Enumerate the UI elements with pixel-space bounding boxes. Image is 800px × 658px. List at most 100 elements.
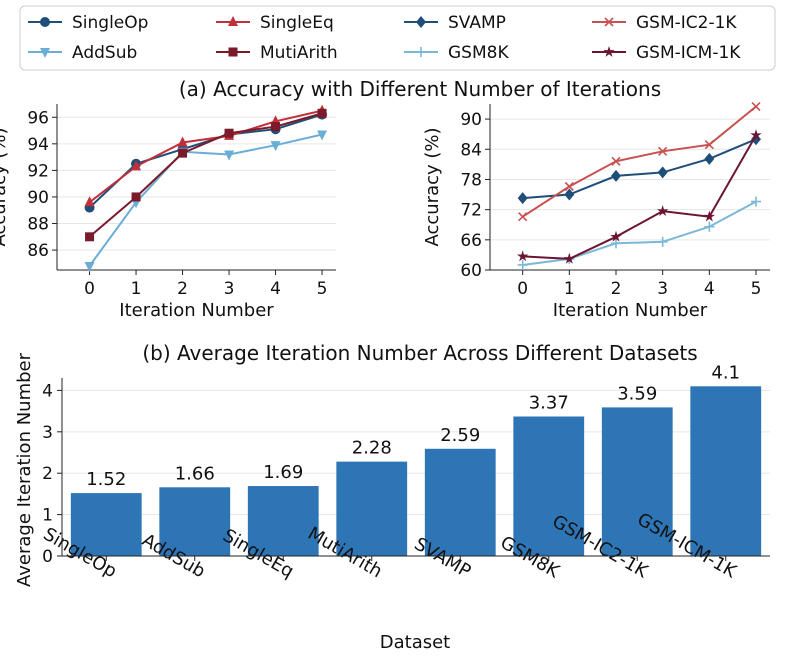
data-point <box>564 188 575 201</box>
legend-label: GSM-IC2-1K <box>636 13 737 33</box>
x-tick-label: 1 <box>131 279 142 299</box>
data-point <box>85 232 95 242</box>
legend-marker <box>604 17 614 27</box>
y-tick-label: 92 <box>27 161 49 181</box>
legend-item-gsm-ic2-1k: GSM-IC2-1K <box>592 13 737 33</box>
series-line <box>88 109 323 204</box>
data-point <box>564 181 574 192</box>
y-tick-label: 78 <box>460 170 482 190</box>
bar-chart: 1.52SingleOp1.66AddSub1.69SingleEq2.28Mu… <box>14 352 770 653</box>
legend-label: SingleOp <box>72 13 148 33</box>
legend-marker <box>416 47 426 57</box>
bar-singleop <box>70 493 142 556</box>
x-tick-label: 4 <box>704 279 715 299</box>
legend-marker <box>40 48 50 58</box>
data-point <box>657 166 668 179</box>
bar-addsub <box>159 487 231 556</box>
data-point <box>518 212 528 222</box>
series-gsm-icm-1k <box>516 129 762 264</box>
data-point <box>317 130 328 141</box>
legend-label: GSM8K <box>448 43 509 63</box>
title-b: (b) Average Iteration Number Across Diff… <box>142 341 697 365</box>
data-point <box>517 192 528 205</box>
y-tick-label: 1 <box>42 506 53 526</box>
data-point <box>84 262 95 273</box>
legend-item-mutiarith: MutiArith <box>216 43 338 63</box>
title-a: (a) Accuracy with Different Number of It… <box>179 77 661 101</box>
series-gsm-ic2-1k <box>518 101 761 222</box>
line-chart-right: 60 66 72 78 84 90 0 1 2 3 4 5 Iteration Number Accura… <box>422 101 770 321</box>
bar-value-label: 3.37 <box>529 392 569 413</box>
y-tick-label: 66 <box>460 231 482 251</box>
series-line <box>88 133 323 267</box>
bar-svamp <box>424 448 496 556</box>
legend-item-gsm8k: GSM8K <box>404 43 509 63</box>
line-chart-left: 86 88 90 92 94 96 0 1 2 3 4 5 Iteration Number Accura… <box>0 104 336 321</box>
y-tick-label: 86 <box>27 241 49 261</box>
bar-value-label: 4.1 <box>711 362 740 383</box>
data-point <box>611 169 621 182</box>
x-tick-label: 5 <box>317 279 328 299</box>
x-tick-label: 0 <box>517 279 528 299</box>
data-point <box>751 101 761 112</box>
data-point <box>224 128 234 138</box>
series-line <box>522 138 757 200</box>
legend: SingleOp SingleEq SVAMP GSM-IC2-1K AddSub Mut… <box>19 5 776 71</box>
data-point <box>657 236 668 247</box>
legend-label: SingleEq <box>260 13 334 33</box>
legend-label: MutiArith <box>260 43 338 63</box>
x-tick-label: 3 <box>224 279 235 299</box>
data-point <box>177 136 188 147</box>
data-point <box>611 156 621 166</box>
data-point <box>656 205 669 216</box>
legend-label: GSM-ICM-1K <box>636 43 741 63</box>
series-line <box>522 200 757 266</box>
bar-value-label: 2.59 <box>440 425 480 446</box>
x-axis-label: Dataset <box>380 632 451 653</box>
legend-item-svamp: SVAMP <box>404 13 506 33</box>
data-point <box>610 230 622 242</box>
series-svamp <box>517 133 761 205</box>
bar-value-label: 3.59 <box>617 383 657 404</box>
legend-item-singleeq: SingleEq <box>216 13 334 33</box>
data-point <box>751 133 761 146</box>
data-point <box>704 221 715 232</box>
series-line <box>522 134 757 260</box>
legend-item-gsm-icm-1k: GSM-ICM-1K <box>592 43 741 63</box>
legend-item-addsub: AddSub <box>28 43 137 63</box>
bar-value-label: 1.66 <box>175 463 215 484</box>
series-gsm8k <box>517 196 761 270</box>
y-tick-label: 60 <box>460 261 482 281</box>
y-tick-label: 0 <box>42 547 53 567</box>
series-line <box>88 112 323 238</box>
data-point <box>516 250 529 262</box>
data-point <box>611 238 621 249</box>
series-addsub <box>84 130 328 273</box>
legend-marker <box>228 16 238 26</box>
legend-marker <box>228 47 238 57</box>
series-singleeq <box>84 104 328 207</box>
data-point <box>270 141 281 152</box>
x-tick-label: 3 <box>657 279 668 299</box>
legend-item-singleop: SingleOp <box>28 13 148 33</box>
data-point <box>224 150 235 161</box>
data-point <box>704 140 714 150</box>
data-point <box>517 259 528 270</box>
data-point <box>563 252 576 264</box>
data-point <box>84 196 95 207</box>
bar-singleeq <box>247 486 319 556</box>
data-point <box>750 129 762 141</box>
data-point <box>658 146 668 156</box>
bar-gsm8k <box>513 416 585 556</box>
y-tick-label: 72 <box>460 201 482 221</box>
legend-marker <box>603 46 615 57</box>
bar-mutiarith <box>336 461 408 556</box>
legend-marker <box>40 17 50 27</box>
data-point <box>178 148 188 158</box>
data-point <box>131 192 141 202</box>
data-point <box>131 160 142 171</box>
x-axis-label: Iteration Number <box>119 300 274 321</box>
y-axis-label: Accuracy (%) <box>422 127 443 246</box>
y-tick-label: 2 <box>42 464 53 484</box>
